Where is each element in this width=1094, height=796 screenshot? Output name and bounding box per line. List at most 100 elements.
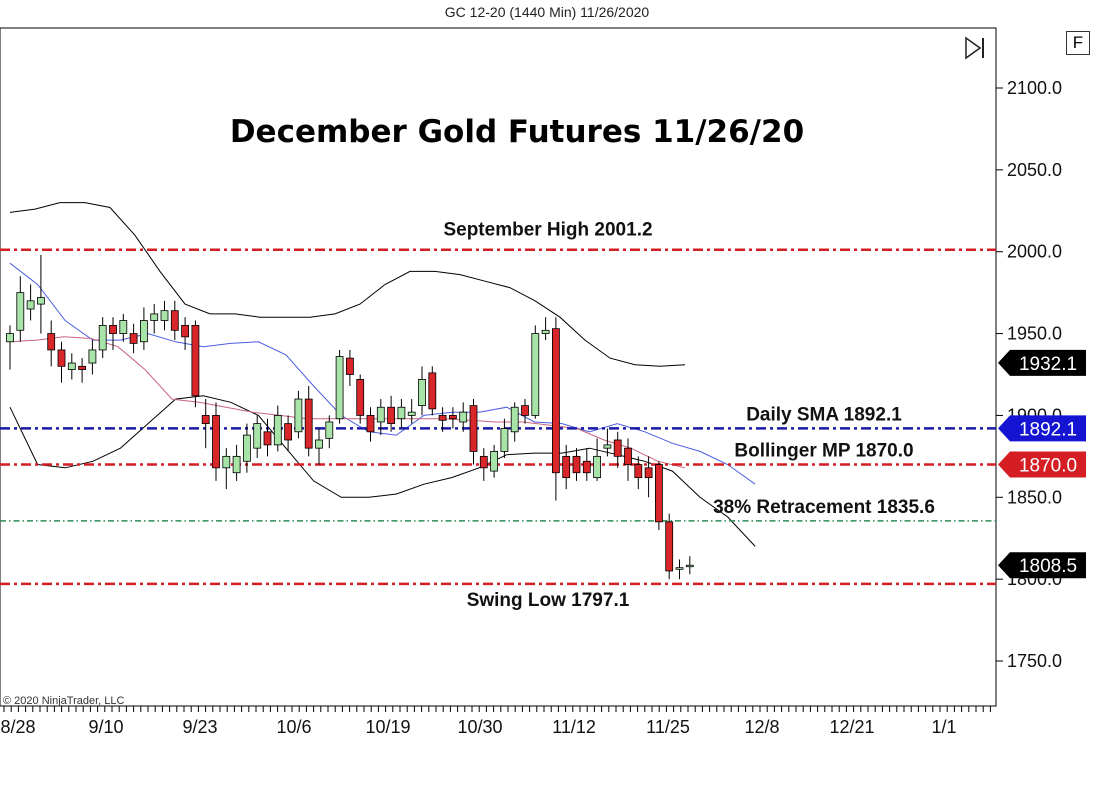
candle-body — [26, 300, 35, 310]
candle — [335, 349, 344, 424]
candle — [150, 304, 159, 334]
candle — [315, 428, 323, 465]
candle-body — [201, 415, 210, 425]
candle — [263, 418, 272, 457]
candle — [119, 313, 128, 342]
bollinger-midpoint-line — [9, 336, 686, 469]
candle — [500, 418, 509, 458]
candle-body — [418, 379, 426, 407]
candle-body — [582, 460, 591, 474]
candle — [98, 317, 107, 359]
candle-body — [634, 464, 643, 479]
candle — [603, 428, 612, 457]
x-tick-label: 9/10 — [88, 717, 123, 737]
candle-body — [397, 406, 406, 420]
price-badge-label: 1870.0 — [1019, 456, 1077, 477]
candle — [418, 366, 426, 416]
candle-body — [541, 329, 550, 334]
x-tick-label: 1/1 — [931, 717, 956, 737]
candle-body — [685, 564, 694, 568]
candle — [531, 325, 540, 419]
candle-body — [212, 415, 220, 469]
candle-body — [552, 328, 560, 474]
candle — [109, 317, 117, 350]
upper-bollinger-band — [9, 202, 686, 367]
candle — [459, 402, 468, 432]
candle — [304, 385, 313, 457]
price-badge-shape — [998, 451, 1086, 478]
candle-body — [510, 406, 519, 433]
candle — [47, 320, 56, 367]
candle-body — [160, 310, 169, 321]
y-tick-label: 2000.0 — [1007, 242, 1062, 262]
price-badge: 1870.0 — [998, 451, 1086, 478]
candle-body — [356, 379, 365, 416]
candle-body — [603, 444, 612, 449]
price-badge-label: 1808.5 — [1019, 556, 1077, 577]
candle-body — [253, 423, 262, 449]
candle-body — [366, 415, 375, 433]
candle — [448, 407, 457, 429]
candle — [613, 431, 622, 468]
x-tick-label: 8/28 — [0, 717, 35, 737]
price-badge: 1808.5 — [998, 552, 1086, 579]
candle-body — [6, 333, 14, 343]
candle — [469, 399, 478, 465]
f-button[interactable]: F — [1066, 31, 1090, 55]
candle — [325, 415, 334, 449]
candle-body — [644, 467, 653, 479]
candle-body — [232, 455, 241, 474]
candle — [490, 444, 499, 478]
candle-body — [613, 439, 622, 457]
candle — [407, 399, 416, 424]
chart-title: December Gold Futures 11/26/20 — [230, 114, 804, 150]
candle-body — [284, 423, 293, 441]
scroll-to-end-icon[interactable] — [965, 36, 984, 60]
candle-body — [170, 310, 179, 331]
candle — [129, 323, 138, 354]
candle-body — [469, 405, 478, 452]
candle-body — [521, 405, 529, 416]
candle — [201, 399, 210, 449]
candle — [685, 556, 694, 575]
level-label: September High 2001.2 — [443, 220, 652, 241]
candle — [284, 415, 293, 452]
candle — [67, 353, 76, 380]
candle — [345, 349, 354, 386]
candle — [191, 320, 200, 408]
y-tick-label: 2100.0 — [1007, 78, 1062, 98]
level-label: Daily SMA 1892.1 — [746, 404, 902, 425]
candle — [181, 317, 190, 350]
sma-line — [9, 262, 756, 485]
candle — [37, 254, 45, 334]
candle — [438, 407, 447, 432]
candle — [160, 300, 169, 331]
candle — [356, 374, 365, 424]
candle-body — [572, 455, 581, 474]
candle-body — [479, 455, 488, 469]
x-tick-label: 12/21 — [829, 717, 874, 737]
candle — [634, 456, 643, 490]
candle-body — [37, 297, 45, 305]
candle-body — [315, 439, 323, 449]
candle-body — [98, 324, 107, 351]
candle-body — [222, 455, 231, 469]
candle-body — [531, 333, 540, 416]
candle-body — [345, 357, 354, 375]
candle — [397, 399, 406, 429]
candle — [88, 340, 97, 375]
y-tick-label: 2050.0 — [1007, 160, 1062, 180]
candle-body — [665, 521, 674, 572]
price-badge-label: 1932.1 — [1019, 354, 1077, 375]
x-tick-label: 10/19 — [365, 717, 410, 737]
level-label: 38% Retracement 1835.6 — [713, 497, 935, 518]
candle — [6, 325, 14, 370]
x-tick-label: 9/23 — [182, 717, 217, 737]
candle — [16, 276, 25, 342]
candle — [170, 300, 179, 341]
candle-body — [67, 362, 76, 370]
candle-body — [88, 349, 97, 364]
candle-body — [242, 434, 251, 462]
candle — [644, 456, 653, 498]
candle — [572, 448, 581, 481]
